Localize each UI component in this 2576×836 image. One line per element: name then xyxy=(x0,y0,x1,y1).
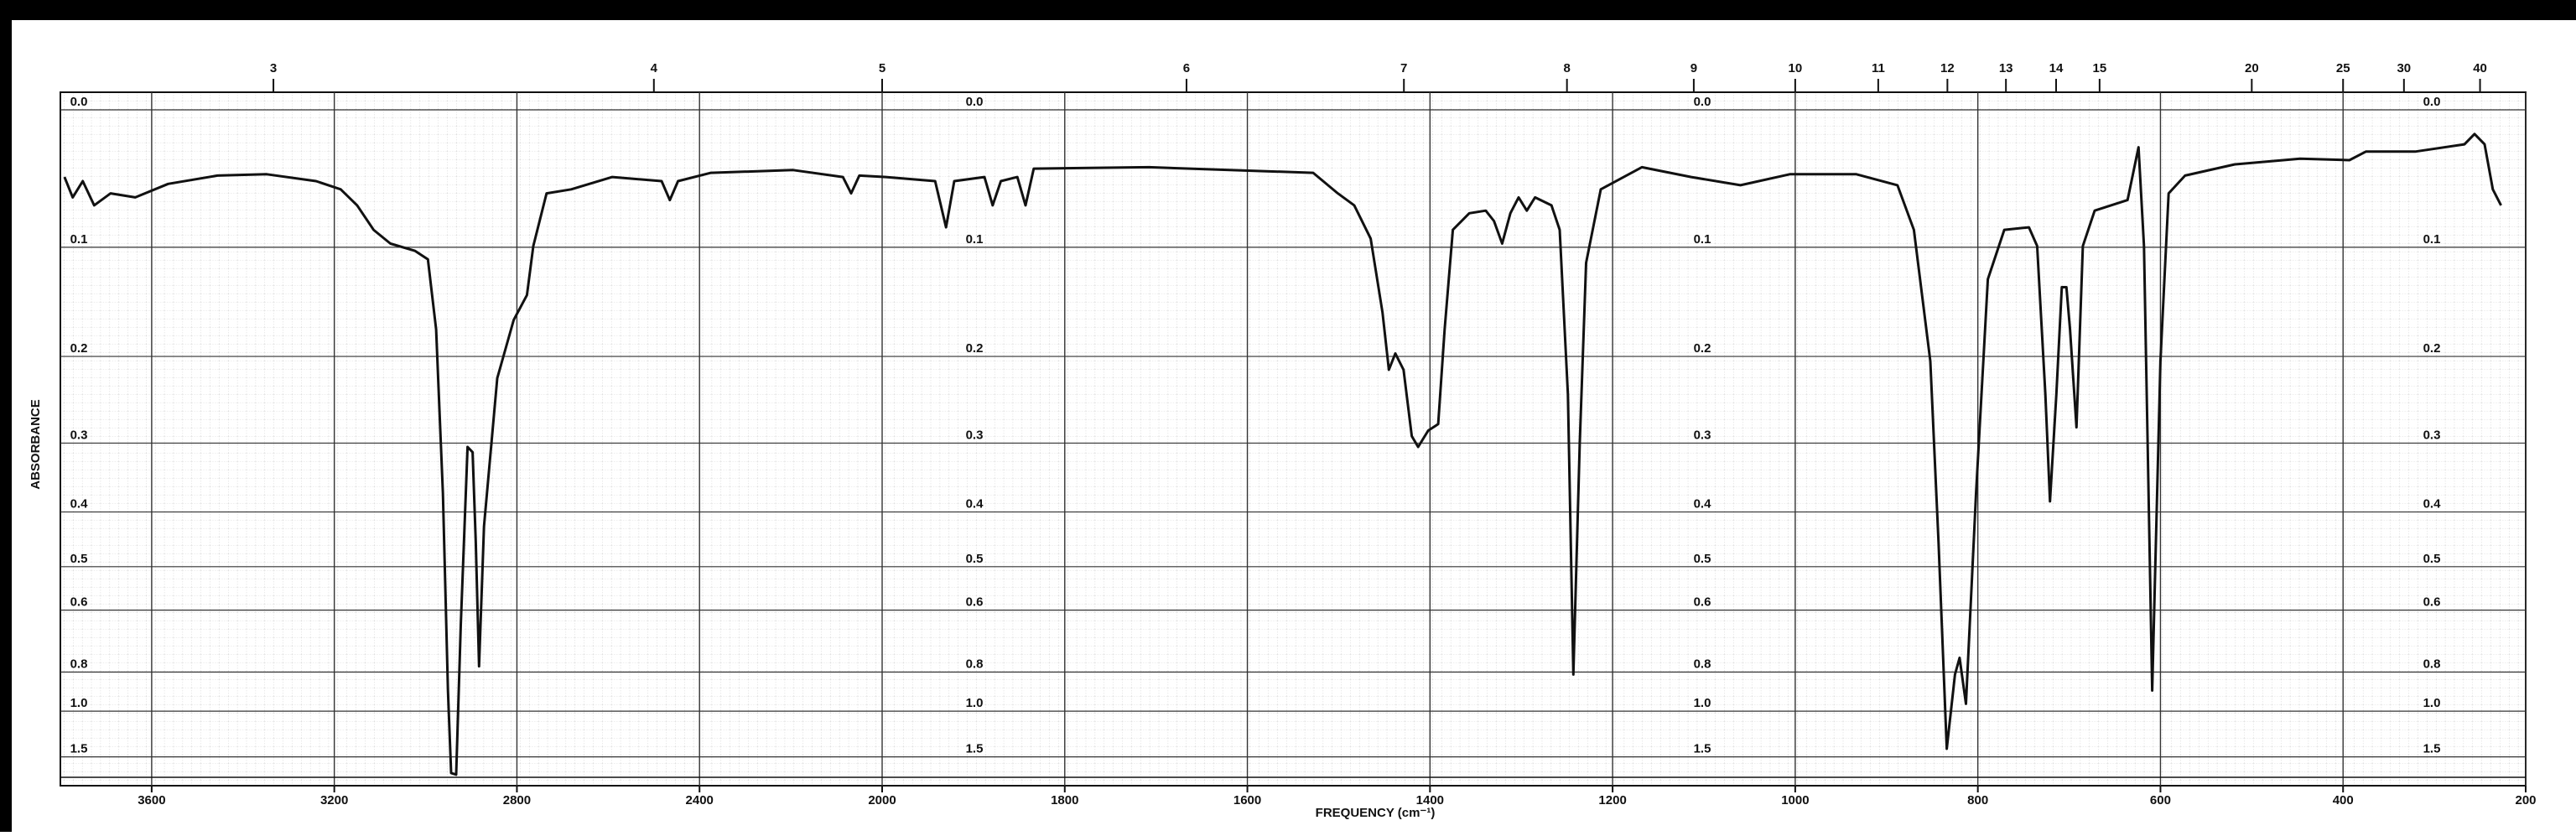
x-tick-label: 1400 xyxy=(1416,793,1444,807)
scan-border-left xyxy=(0,0,12,832)
y-tick-label: 0.5 xyxy=(1694,552,1711,566)
y-tick-label: 1.0 xyxy=(1694,696,1711,710)
y-tick-label: 0.4 xyxy=(70,497,89,511)
y-tick-label: 0.5 xyxy=(2423,552,2441,566)
y-tick-label: 0.2 xyxy=(70,341,88,356)
x2-tick-label: 4 xyxy=(651,61,658,75)
y-tick-label: 0.3 xyxy=(1694,428,1711,442)
x-tick-label: 400 xyxy=(2333,793,2354,807)
y-tick-label: 0.2 xyxy=(1694,341,1711,356)
y-tick-label: 1.5 xyxy=(70,742,88,756)
x-tick-label: 3600 xyxy=(138,793,165,807)
spectrum-line xyxy=(63,132,2502,776)
y-tick-label: 0.3 xyxy=(966,428,984,442)
y-tick-label: 0.6 xyxy=(2423,595,2441,610)
x2-tick-label: 8 xyxy=(1563,61,1570,75)
y-tick-label: 1.0 xyxy=(70,696,88,710)
y-tick-label: 0.0 xyxy=(2423,95,2441,109)
y-tick-label: 1.5 xyxy=(1694,742,1711,756)
x2-tick-label: 25 xyxy=(2336,61,2350,75)
y-tick-label: 0.6 xyxy=(70,595,88,610)
x-tick-label: 3200 xyxy=(320,793,348,807)
y-tick-label: 0.2 xyxy=(966,341,984,356)
x2-tick-label: 14 xyxy=(2049,61,2064,75)
x2-tick-label: 15 xyxy=(2093,61,2107,75)
x-tick-label: 2400 xyxy=(686,793,714,807)
y-tick-label: 1.0 xyxy=(966,696,984,710)
chart-paper xyxy=(60,92,2526,786)
x2-tick-label: 7 xyxy=(1400,61,1407,75)
y-tick-label: 0.0 xyxy=(1694,95,1711,109)
x-axis-label: FREQUENCY (cm⁻¹) xyxy=(1316,806,1436,820)
x-tick-label: 1200 xyxy=(1598,793,1626,807)
x-tick-label: 1600 xyxy=(1233,793,1261,807)
x2-tick-label: 6 xyxy=(1183,61,1190,75)
y-tick-label: 1.5 xyxy=(966,742,984,756)
y-tick-label: 0.0 xyxy=(70,95,88,109)
y-tick-label: 0.4 xyxy=(966,497,984,511)
x-tick-label: 2800 xyxy=(503,793,531,807)
scan-border-top xyxy=(0,0,2576,20)
x-tick-label: 600 xyxy=(2150,793,2171,807)
x2-tick-label: 3 xyxy=(270,61,277,75)
x2-tick-label: 20 xyxy=(2245,61,2259,75)
y-axis-label: ABSORBANCE xyxy=(29,399,43,490)
y-tick-label: 0.8 xyxy=(2423,657,2441,671)
x2-tick-label: 5 xyxy=(879,61,886,75)
x-tick-label: 1800 xyxy=(1051,793,1078,807)
y-tick-label: 0.8 xyxy=(1694,657,1711,671)
y-tick-label: 0.0 xyxy=(966,95,984,109)
x2-tick-label: 11 xyxy=(1872,61,1885,75)
y-tick-label: 0.8 xyxy=(70,657,88,671)
y-tick-label: 0.8 xyxy=(966,657,984,671)
y-tick-label: 0.1 xyxy=(70,232,88,247)
y-tick-label: 0.5 xyxy=(966,552,984,566)
y-tick-label: 0.1 xyxy=(2423,232,2441,247)
x2-tick-label: 9 xyxy=(1690,61,1697,75)
y-tick-label: 1.5 xyxy=(2423,742,2441,756)
y-tick-label: 0.6 xyxy=(966,595,984,610)
y-tick-label: 0.3 xyxy=(70,428,88,442)
x-tick-label: 200 xyxy=(2515,793,2536,807)
y-tick-label: 0.2 xyxy=(2423,341,2441,356)
y-tick-label: 0.5 xyxy=(70,552,88,566)
x2-tick-label: 40 xyxy=(2473,61,2487,75)
y-tick-label: 0.6 xyxy=(1694,595,1711,610)
x2-tick-label: 30 xyxy=(2397,61,2411,75)
y-tick-label: 0.4 xyxy=(2423,497,2442,511)
y-tick-label: 0.1 xyxy=(966,232,984,247)
x-tick-label: 2000 xyxy=(868,793,896,807)
y-tick-label: 1.0 xyxy=(2423,696,2441,710)
x2-tick-label: 13 xyxy=(1999,61,2013,75)
x-tick-label: 1000 xyxy=(1781,793,1809,807)
y-tick-label: 0.4 xyxy=(1694,497,1712,511)
x2-tick-label: 12 xyxy=(1940,61,1955,75)
y-tick-label: 0.1 xyxy=(1694,232,1711,247)
x2-tick-label: 10 xyxy=(1789,61,1803,75)
x-tick-label: 800 xyxy=(1967,793,1988,807)
y-tick-label: 0.3 xyxy=(2423,428,2441,442)
